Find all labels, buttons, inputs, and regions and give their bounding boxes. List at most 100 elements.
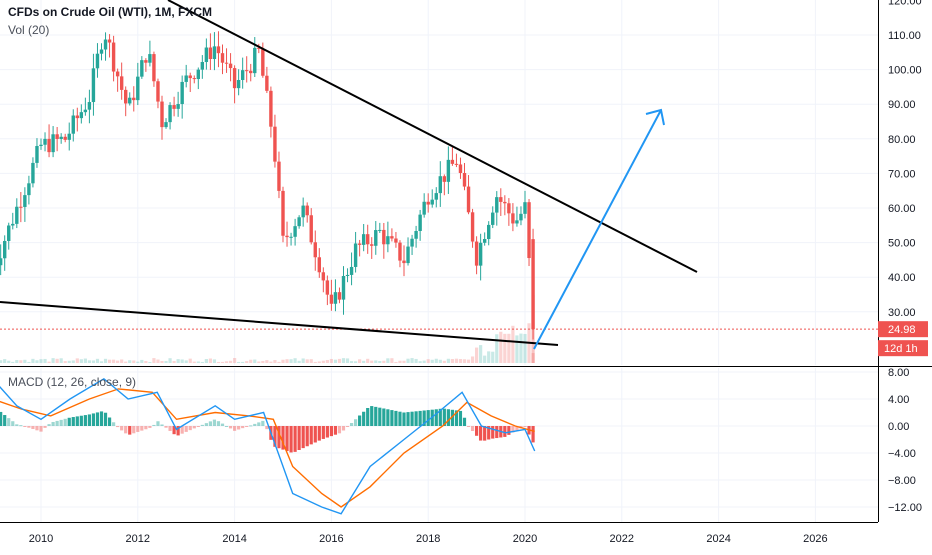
volume-bar	[237, 361, 241, 363]
time-tick-label: 2024	[706, 533, 730, 545]
macd-histogram-bar	[418, 410, 422, 426]
macd-histogram-bar	[152, 424, 156, 426]
macd-histogram-bar	[317, 426, 321, 441]
candle-body	[527, 202, 531, 259]
volume-bar	[333, 359, 338, 363]
candle-body	[434, 193, 438, 200]
macd-histogram-bar	[394, 410, 398, 426]
macd-histogram-bar	[19, 425, 23, 427]
candle-body	[430, 199, 434, 205]
macd-histogram-bar	[192, 426, 196, 429]
macd-histogram-bar	[470, 426, 475, 432]
macd-histogram	[0, 406, 535, 453]
macd-histogram-bar	[285, 426, 289, 452]
candle-body	[35, 146, 39, 163]
macd-histogram-bar	[91, 413, 96, 426]
countdown-label: 12d 1h	[884, 343, 918, 355]
macd-histogram-bar	[224, 425, 229, 427]
candle-body	[236, 79, 241, 89]
candle-body	[128, 97, 132, 104]
volume-bar	[75, 358, 79, 363]
macd-histogram-bar	[273, 426, 277, 447]
candle-body	[357, 243, 362, 245]
candle-body	[470, 212, 475, 242]
macd-histogram-bar	[107, 417, 112, 426]
time-tick-label: 2018	[416, 533, 440, 545]
macd-histogram-bar	[362, 411, 366, 426]
macd-tick-label: 8.00	[888, 367, 909, 379]
candle-body	[285, 235, 289, 238]
macd-histogram-bar	[15, 424, 19, 426]
candle-body	[482, 239, 487, 243]
macd-histogram-bar	[184, 426, 188, 432]
candle-body	[382, 229, 386, 245]
candle-body	[487, 224, 491, 240]
candle-body	[458, 164, 463, 174]
countdown-tag	[878, 340, 928, 357]
macd-histogram-bar	[511, 426, 515, 433]
macd-histogram-bar	[120, 426, 124, 431]
volume-bar	[51, 358, 55, 363]
candle-body	[523, 202, 527, 214]
volume-bar	[442, 360, 446, 363]
macd-histogram-bar	[333, 426, 338, 435]
volume-bar	[341, 358, 346, 363]
macd-histogram-bar	[406, 412, 410, 426]
candle-body	[232, 68, 237, 89]
candle-body	[386, 236, 390, 245]
candle-body	[115, 71, 120, 77]
candle-body	[374, 230, 378, 246]
macd-histogram-bar	[382, 408, 386, 426]
volume-bar	[430, 359, 434, 363]
macd-histogram-bar	[168, 426, 172, 431]
price-tick-label: 80.00	[888, 134, 916, 146]
candle-body	[200, 62, 205, 70]
macd-histogram-bar	[265, 426, 269, 430]
volume-bar	[495, 334, 499, 363]
candle-body	[418, 214, 422, 231]
macd-histogram-bar	[483, 426, 487, 441]
candle-body	[406, 246, 410, 264]
volume-bar	[434, 358, 438, 363]
macd-histogram-bar	[462, 417, 467, 426]
macd-histogram-bar	[160, 424, 164, 426]
candle-body	[454, 163, 459, 165]
candle-body	[426, 201, 430, 205]
candle-body	[253, 47, 257, 74]
candle-body	[402, 260, 406, 264]
macd-tick-label: 0.00	[888, 421, 909, 433]
volume-bar	[531, 353, 535, 363]
volume-bar	[394, 361, 398, 363]
macd-histogram-bar	[116, 426, 120, 428]
macd-histogram-bar	[249, 425, 253, 427]
volume-bar	[325, 359, 329, 363]
volume-bar	[188, 358, 192, 363]
volume-bar	[519, 333, 523, 363]
volume-bar	[446, 358, 450, 363]
candle-body	[466, 186, 471, 213]
volume-bar	[103, 358, 108, 363]
volume-bar	[23, 359, 27, 363]
candle-body	[192, 78, 196, 80]
volume-bar	[144, 361, 148, 363]
price-tick-label: 50.00	[888, 238, 916, 250]
candle-body	[176, 104, 180, 109]
candle-body	[87, 102, 92, 110]
volume-bar	[107, 359, 112, 363]
macd-histogram-bar	[27, 426, 31, 428]
volume-bar	[390, 358, 394, 363]
candle-body	[119, 76, 124, 90]
volume-indicator-label: Vol (20)	[8, 23, 50, 37]
candle-body	[511, 213, 515, 224]
candle-body	[394, 238, 398, 243]
signal-line	[0, 388, 535, 508]
candle-body	[507, 203, 511, 214]
volume-bar	[180, 359, 184, 363]
macd-histogram-bar	[55, 420, 59, 426]
candle-body	[349, 266, 354, 275]
volume-bar	[208, 358, 212, 363]
volume-bar	[152, 358, 156, 363]
volume-bar	[354, 361, 358, 363]
